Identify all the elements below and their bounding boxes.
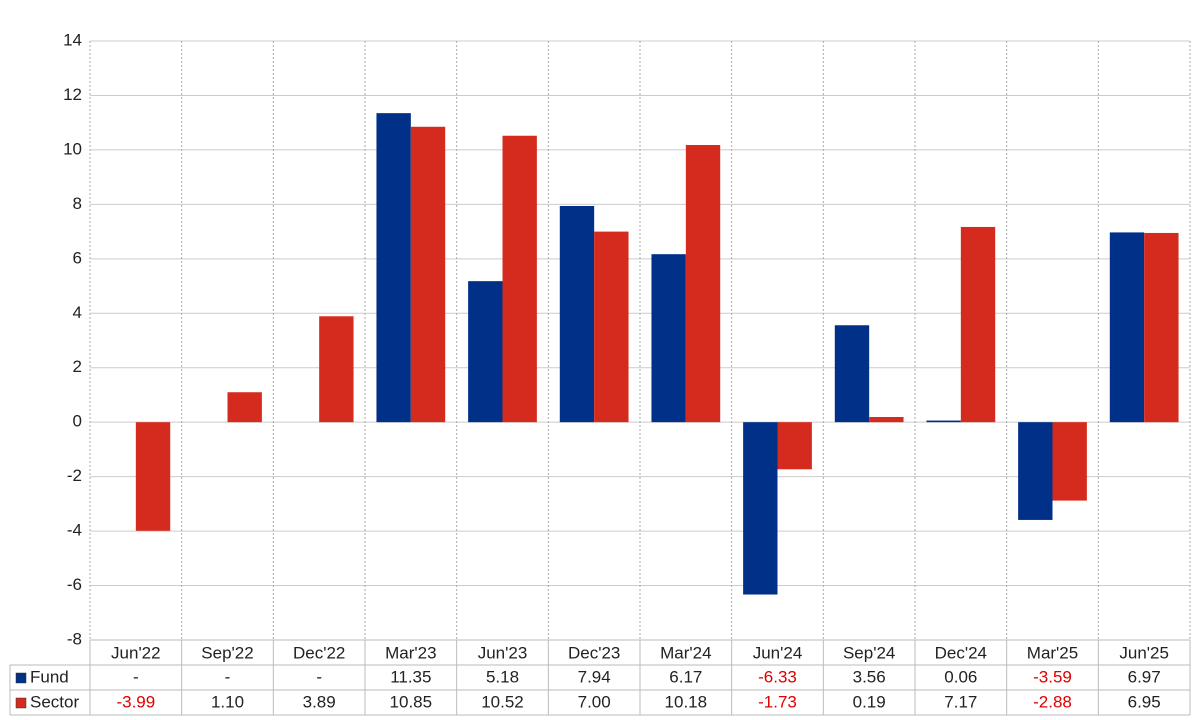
y-tick-label: 4 [73, 303, 82, 322]
table-value: 3.56 [853, 667, 886, 686]
x-tick-label: Sep'22 [201, 643, 253, 662]
x-tick-label: Dec'23 [568, 643, 620, 662]
bar [960, 226, 996, 423]
table-value: 7.94 [578, 667, 611, 686]
table-value: -3.99 [116, 692, 155, 711]
y-tick-label: 6 [73, 248, 82, 267]
x-tick-label: Jun'25 [1119, 643, 1169, 662]
table-value: 6.97 [1128, 667, 1161, 686]
bar [410, 126, 446, 423]
bar [1144, 232, 1179, 423]
table-value: -1.73 [758, 692, 797, 711]
table-value: -3.59 [1033, 667, 1072, 686]
bar [376, 113, 411, 423]
table-value: 5.18 [486, 667, 519, 686]
bar [777, 422, 812, 470]
bar [594, 231, 629, 423]
bar [319, 316, 354, 423]
table-value: 6.17 [669, 667, 702, 686]
table-value: - [225, 667, 231, 686]
table-value: 7.17 [944, 692, 977, 711]
legend-swatch [15, 672, 27, 684]
table-value: 11.35 [390, 667, 431, 686]
table-value: 0.19 [853, 692, 886, 711]
x-tick-label: Sep'24 [843, 643, 895, 662]
y-tick-label: 8 [73, 194, 82, 213]
table-value: 3.89 [303, 692, 336, 711]
y-tick-label: 10 [63, 139, 82, 158]
table-value: 1.10 [211, 692, 244, 711]
x-tick-label: Dec'22 [293, 643, 345, 662]
bar [1052, 422, 1087, 501]
table-value: - [133, 667, 139, 686]
y-tick-label: 2 [73, 357, 82, 376]
bar [651, 254, 686, 423]
y-tick-label: 12 [63, 85, 82, 104]
table-value: 10.18 [665, 692, 708, 711]
table-value: 10.52 [481, 692, 524, 711]
table-value: 10.85 [390, 692, 433, 711]
bar [743, 422, 778, 595]
legend-label: Fund [30, 667, 69, 686]
x-tick-label: Jun'22 [111, 643, 161, 662]
bar [926, 420, 961, 423]
bar [685, 145, 721, 423]
bar [135, 422, 171, 531]
legend-label: Sector [30, 692, 79, 711]
table-value: - [316, 667, 322, 686]
table-value: 7.00 [578, 692, 611, 711]
bar [1109, 232, 1145, 423]
x-tick-label: Dec'24 [935, 643, 987, 662]
x-tick-label: Jun'23 [478, 643, 528, 662]
bar [502, 135, 537, 423]
table-value: 0.06 [944, 667, 977, 686]
bar [1018, 422, 1053, 520]
table-value: 6.95 [1128, 692, 1161, 711]
y-tick-label: 0 [73, 412, 82, 431]
x-tick-label: Mar'25 [1027, 643, 1078, 662]
bar [869, 417, 904, 423]
bar [468, 281, 503, 423]
bar [559, 205, 595, 423]
x-tick-label: Jun'24 [753, 643, 803, 662]
table-value: -6.33 [758, 667, 797, 686]
x-tick-label: Mar'23 [385, 643, 436, 662]
y-tick-label: -6 [67, 575, 82, 594]
y-tick-label: 14 [63, 30, 82, 49]
y-tick-label: -4 [67, 521, 82, 540]
bar [227, 392, 262, 423]
x-tick-label: Mar'24 [660, 643, 711, 662]
bar [834, 325, 870, 423]
y-tick-label: -2 [67, 466, 82, 485]
legend-swatch [15, 697, 27, 709]
y-tick-label: -8 [67, 629, 82, 648]
table-value: -2.88 [1033, 692, 1072, 711]
